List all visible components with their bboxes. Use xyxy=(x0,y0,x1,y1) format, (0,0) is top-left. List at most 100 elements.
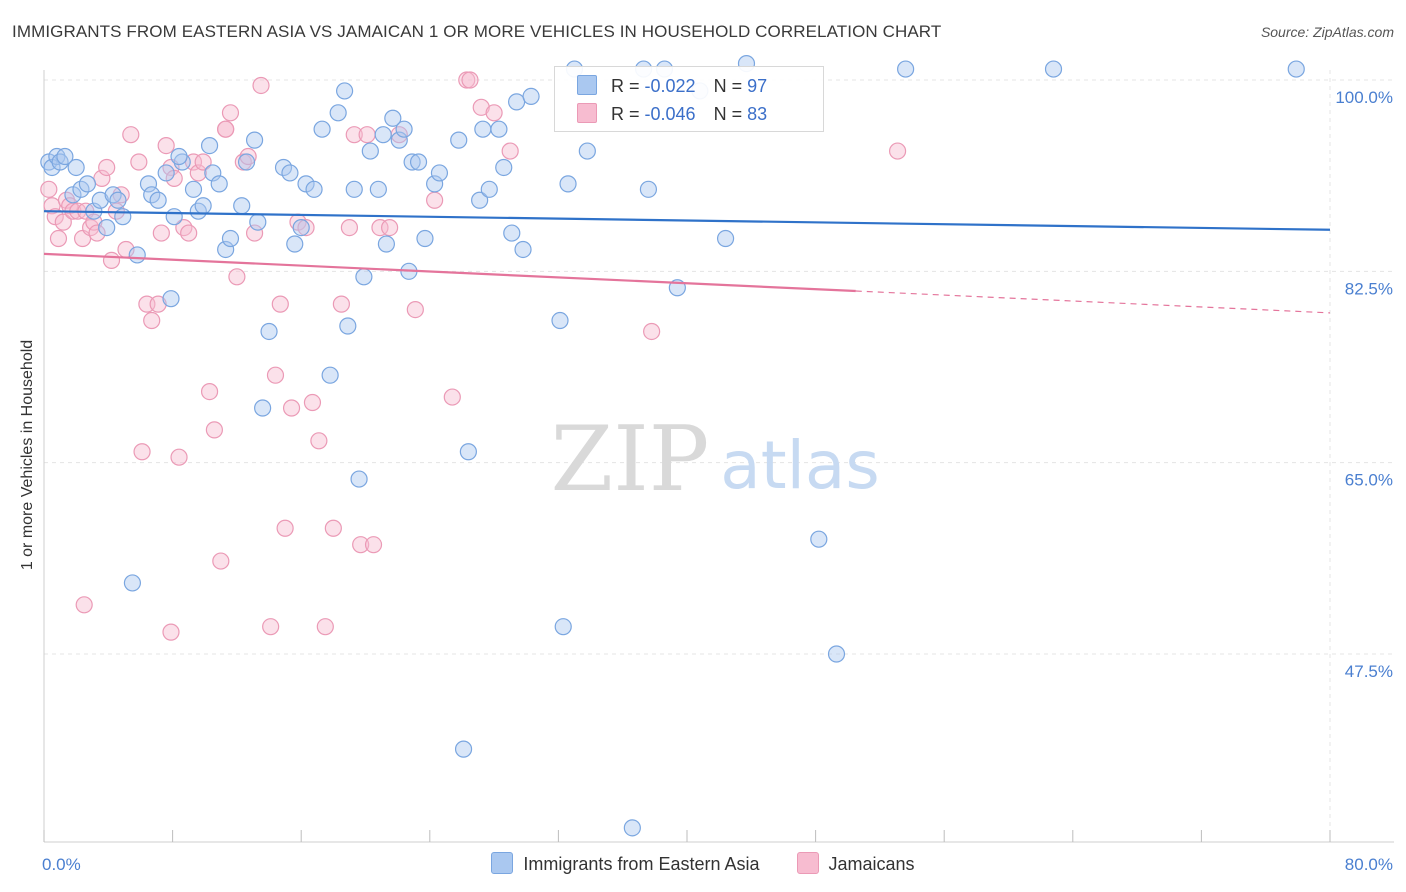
data-point xyxy=(639,180,658,198)
data-point xyxy=(217,120,235,138)
data-point xyxy=(395,120,413,138)
jamaicans-trend-extension xyxy=(855,290,1331,314)
data-point xyxy=(98,219,116,237)
data-point xyxy=(888,142,907,160)
data-point xyxy=(130,153,148,171)
data-point xyxy=(426,191,444,209)
legend-label: Immigrants from Eastern Asia xyxy=(523,854,760,874)
y-tick-labels: 100.0% 82.5% 65.0% 47.5% xyxy=(1335,88,1393,681)
blue-swatch-icon xyxy=(577,75,597,95)
data-point xyxy=(623,819,641,837)
data-point xyxy=(162,290,180,308)
data-point xyxy=(508,93,526,111)
data-point xyxy=(472,98,490,116)
legend-item-jamaicans: Jamaicans xyxy=(796,852,915,875)
data-point xyxy=(204,164,222,182)
data-point xyxy=(345,180,363,198)
data-point xyxy=(157,164,175,182)
data-point xyxy=(332,295,350,313)
data-point xyxy=(643,322,661,341)
data-point xyxy=(321,366,339,384)
data-point xyxy=(114,208,132,226)
data-point xyxy=(210,175,228,193)
data-point xyxy=(490,120,508,138)
data-point xyxy=(194,197,212,215)
y-tick-label: 100.0% xyxy=(1335,88,1393,107)
trend-lines xyxy=(43,210,1331,314)
r-label: R = xyxy=(611,76,645,96)
data-point xyxy=(252,76,270,95)
data-point xyxy=(170,448,188,466)
data-point xyxy=(578,142,596,160)
watermark-zip: ZIP xyxy=(551,407,710,512)
data-point xyxy=(91,191,109,209)
watermark-atlas: atlas xyxy=(720,427,880,504)
n-label: N = xyxy=(713,76,748,96)
data-point xyxy=(286,235,304,253)
data-point xyxy=(371,219,389,237)
data-point xyxy=(384,109,402,127)
y-tick-label: 47.5% xyxy=(1345,662,1393,681)
data-point xyxy=(305,180,323,198)
data-point xyxy=(364,536,383,554)
data-point xyxy=(409,153,428,171)
data-point xyxy=(501,142,519,160)
data-point xyxy=(245,224,264,242)
data-point xyxy=(522,87,540,106)
data-point xyxy=(471,191,489,209)
data-point xyxy=(139,175,158,193)
data-point xyxy=(200,137,219,155)
data-point xyxy=(221,229,240,248)
data-point xyxy=(897,60,915,78)
data-point xyxy=(260,322,278,341)
data-point xyxy=(123,574,142,592)
stats-legend-row-eastern-asia: R = -0.022 N = 97 xyxy=(577,75,767,99)
data-point xyxy=(271,295,289,313)
data-point xyxy=(122,126,140,144)
data-point xyxy=(716,229,735,248)
data-point xyxy=(128,246,146,264)
data-point xyxy=(175,219,193,237)
data-point xyxy=(162,623,180,641)
chart-source: Source: ZipAtlas.com xyxy=(1260,24,1394,40)
data-point xyxy=(104,186,122,204)
r-value: -0.022 xyxy=(644,76,696,96)
eastern-asia-points xyxy=(40,54,1305,837)
data-point xyxy=(810,530,828,548)
axes xyxy=(43,70,1394,843)
data-point xyxy=(67,158,85,177)
stats-legend: R = -0.022 N = 97 R = -0.046 N = 83 xyxy=(554,66,824,132)
y-tick-label: 65.0% xyxy=(1345,471,1393,490)
data-point xyxy=(297,219,315,237)
data-point xyxy=(217,240,235,259)
data-point xyxy=(1287,60,1305,78)
legend-label: Jamaicans xyxy=(828,854,915,874)
data-point xyxy=(381,219,399,237)
chart-title: IMMIGRANTS FROM EASTERN ASIA VS JAMAICAN… xyxy=(12,22,942,41)
data-point xyxy=(495,158,513,177)
r-value: -0.046 xyxy=(644,104,696,124)
data-point xyxy=(109,191,127,209)
data-point xyxy=(102,251,121,269)
data-point xyxy=(345,126,363,144)
data-point xyxy=(54,213,72,231)
data-point xyxy=(355,268,373,286)
data-point xyxy=(313,120,331,138)
data-point xyxy=(200,383,219,401)
data-point xyxy=(78,175,97,193)
data-point xyxy=(157,137,175,155)
data-point xyxy=(454,740,473,758)
x-tick-label: 0.0% xyxy=(42,855,81,874)
data-point xyxy=(316,618,334,636)
data-point xyxy=(361,142,379,160)
watermark: ZIP atlas xyxy=(551,407,880,512)
data-point xyxy=(254,399,272,417)
data-point xyxy=(51,153,69,171)
data-point xyxy=(180,224,198,242)
data-point xyxy=(173,153,191,171)
jamaicans-trend-line xyxy=(43,252,856,293)
x-tick-labels: 0.0% 80.0% xyxy=(42,855,1393,874)
data-point xyxy=(324,519,342,537)
grid-lines xyxy=(44,70,1394,842)
